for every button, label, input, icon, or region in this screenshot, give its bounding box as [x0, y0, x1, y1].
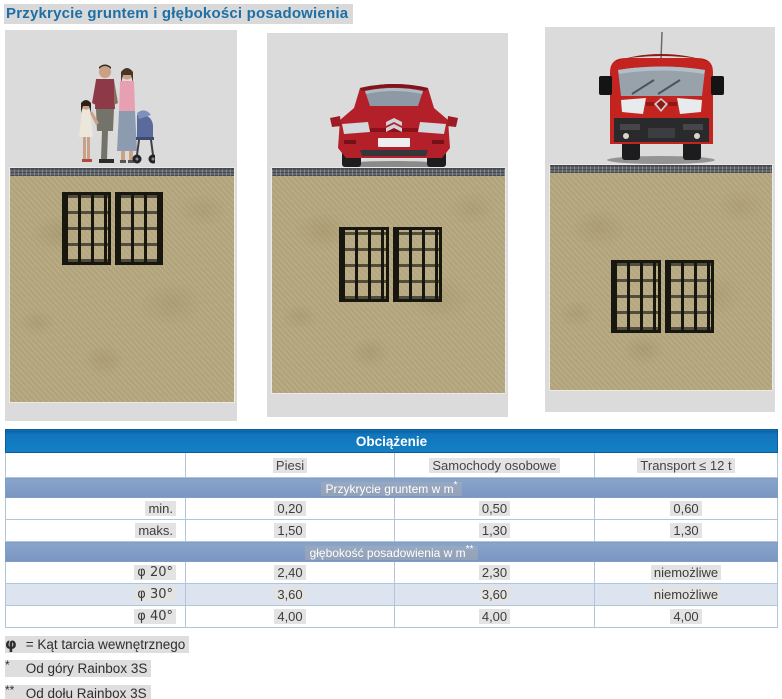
crate-module	[339, 227, 389, 302]
table-cell: 1,30	[593, 519, 779, 542]
table-cell: niemożliwe	[593, 583, 779, 606]
crate-module	[114, 192, 163, 265]
page-title: Przykrycie gruntem i głębokości posadowi…	[4, 4, 354, 24]
crate-module	[611, 260, 661, 333]
row-label: φ 40°	[5, 605, 186, 628]
red-car-icon	[330, 78, 458, 170]
table-cell: 0,50	[394, 497, 595, 520]
row-label: φ 20°	[5, 561, 186, 584]
row-label: min.	[5, 497, 186, 520]
rainbox-crate-icon	[339, 227, 442, 302]
crate-module	[392, 227, 442, 302]
footnote-top: * Od góry Rainbox 3S	[5, 658, 189, 678]
panel-pedestrians	[5, 30, 237, 421]
soil-cross-section	[272, 168, 505, 393]
table-cell: niemożliwe	[593, 561, 779, 584]
table-row-phi30: φ 30° 3,60 3,60 niemożliwe	[5, 583, 779, 606]
table-row-phi40: φ 40° 4,00 4,00 4,00	[5, 605, 779, 628]
panel-passenger-car	[267, 33, 508, 417]
column-header-transport: Transport ≤ 12 t	[593, 452, 779, 478]
footnotes: φ = Kąt tarcia wewnętrznego * Od góry Ra…	[5, 636, 190, 699]
table-cell: 2,40	[185, 561, 395, 584]
section-band-cover: Przykrycie gruntem w m*	[4, 477, 779, 498]
table-row-maks: maks. 1,50 1,30 1,30	[5, 519, 779, 542]
soil-cross-section	[10, 168, 234, 402]
table-row-min: min. 0,20 0,50 0,60	[5, 497, 779, 520]
footnote-bottom: ** Od dołu Rainbox 3S	[5, 683, 189, 699]
panel-transport-van	[545, 27, 775, 412]
table-cell: 2,30	[394, 561, 595, 584]
soil-cross-section	[550, 165, 772, 390]
row-label: maks.	[5, 519, 186, 542]
crate-module	[62, 192, 111, 265]
empty-corner-cell	[5, 452, 186, 478]
rainbox-crate-icon	[62, 192, 163, 265]
red-van-icon	[596, 32, 727, 165]
table-cell: 0,60	[593, 497, 779, 520]
table-cell: 1,50	[185, 519, 395, 542]
table-title: Obciążenie	[4, 429, 779, 453]
table-cell: 4,00	[185, 605, 395, 628]
row-label: φ 30°	[5, 583, 186, 606]
table-header-row: Obciążenie	[4, 429, 779, 453]
table-cell: 3,60	[185, 583, 395, 606]
footnote-phi: φ = Kąt tarcia wewnętrznego	[5, 636, 190, 653]
table-cell: 0,20	[185, 497, 395, 520]
table-cell: 1,30	[394, 519, 595, 542]
column-header-cars: Samochody osobowe	[394, 452, 595, 478]
load-table: Obciążenie Piesi Samochody osobowe Trans…	[4, 429, 779, 628]
rainbox-crate-icon	[611, 260, 714, 333]
ground-surface	[550, 165, 772, 173]
ground-surface	[272, 168, 505, 176]
family-pedestrians-icon	[65, 63, 155, 168]
section-band-depth: głębokość posadowienia w m**	[4, 541, 779, 562]
table-row-phi20: φ 20° 2,40 2,30 niemożliwe	[5, 561, 779, 584]
ground-surface	[10, 168, 234, 176]
table-cell: 4,00	[394, 605, 595, 628]
column-header-pedestrians: Piesi	[185, 452, 395, 478]
crate-module	[664, 260, 714, 333]
table-cell: 3,60	[394, 583, 595, 606]
column-header-row: Piesi Samochody osobowe Transport ≤ 12 t	[5, 452, 779, 478]
table-cell: 4,00	[593, 605, 779, 628]
